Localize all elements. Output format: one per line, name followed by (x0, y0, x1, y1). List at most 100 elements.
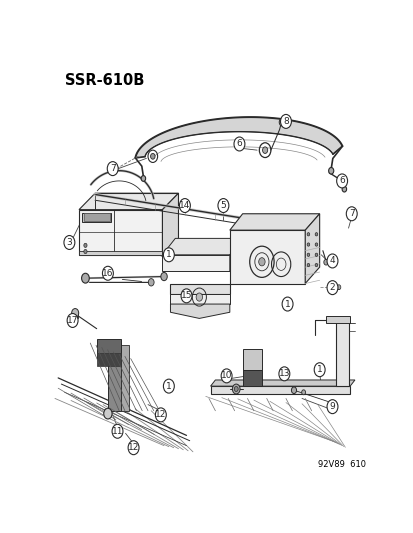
Polygon shape (108, 343, 121, 411)
Circle shape (128, 441, 139, 455)
Circle shape (280, 115, 291, 128)
Text: 7: 7 (109, 164, 115, 173)
Circle shape (262, 147, 267, 154)
Circle shape (336, 285, 340, 290)
Text: 3: 3 (66, 238, 72, 247)
Polygon shape (229, 214, 319, 230)
Circle shape (161, 272, 167, 281)
Text: 16: 16 (102, 269, 114, 278)
Polygon shape (82, 213, 111, 222)
Text: 11: 11 (112, 427, 123, 436)
Polygon shape (79, 251, 162, 255)
Text: 10: 10 (220, 372, 232, 381)
Polygon shape (170, 304, 229, 318)
Circle shape (341, 186, 346, 192)
Circle shape (278, 367, 289, 381)
Polygon shape (74, 312, 78, 318)
Circle shape (306, 263, 309, 266)
Circle shape (314, 243, 317, 246)
Polygon shape (242, 370, 261, 386)
Polygon shape (335, 320, 348, 386)
Circle shape (64, 236, 75, 249)
Text: 7: 7 (348, 209, 354, 218)
Polygon shape (304, 214, 319, 284)
Circle shape (81, 273, 89, 283)
Polygon shape (96, 353, 121, 366)
Text: 8: 8 (282, 117, 288, 126)
Polygon shape (325, 317, 349, 322)
Text: 13: 13 (278, 369, 290, 378)
Polygon shape (162, 238, 242, 255)
Circle shape (150, 154, 155, 159)
Text: 5: 5 (220, 201, 226, 210)
Polygon shape (328, 286, 338, 289)
Circle shape (326, 400, 337, 414)
Text: 1: 1 (166, 251, 171, 259)
Circle shape (67, 313, 78, 327)
Circle shape (180, 289, 192, 303)
Circle shape (306, 232, 309, 236)
Circle shape (112, 424, 123, 438)
Polygon shape (229, 238, 242, 271)
Circle shape (336, 174, 347, 188)
Polygon shape (210, 380, 354, 386)
Circle shape (179, 199, 190, 213)
Text: 2: 2 (329, 283, 335, 292)
Text: 6: 6 (236, 140, 242, 149)
Text: 14: 14 (179, 201, 190, 210)
Circle shape (221, 369, 232, 383)
Circle shape (196, 293, 202, 301)
Polygon shape (96, 339, 121, 359)
Text: 1: 1 (166, 382, 171, 391)
Polygon shape (79, 193, 178, 209)
Circle shape (217, 199, 228, 213)
Circle shape (306, 253, 309, 256)
Text: 92V89  610: 92V89 610 (317, 460, 365, 469)
Polygon shape (83, 213, 109, 221)
Polygon shape (162, 255, 229, 271)
Circle shape (326, 281, 337, 295)
Circle shape (314, 263, 317, 266)
Circle shape (306, 243, 309, 246)
Circle shape (314, 232, 317, 236)
Text: SSR-610B: SSR-610B (64, 73, 144, 88)
Circle shape (313, 363, 324, 377)
Circle shape (232, 384, 240, 394)
Text: 4: 4 (329, 256, 335, 265)
Circle shape (281, 297, 292, 311)
Polygon shape (121, 345, 128, 411)
Circle shape (163, 248, 174, 262)
Text: 12: 12 (128, 443, 139, 452)
Polygon shape (79, 209, 162, 255)
Circle shape (234, 386, 237, 391)
Circle shape (323, 260, 328, 265)
Circle shape (326, 254, 337, 268)
Polygon shape (135, 117, 342, 158)
Circle shape (291, 387, 296, 393)
Polygon shape (229, 230, 304, 284)
Circle shape (102, 266, 113, 280)
Circle shape (345, 207, 356, 221)
Circle shape (328, 167, 333, 174)
Circle shape (314, 253, 317, 256)
Circle shape (278, 118, 284, 126)
Circle shape (141, 175, 145, 181)
Circle shape (258, 257, 264, 266)
Text: 15: 15 (180, 292, 192, 300)
Circle shape (83, 249, 87, 254)
Text: 6: 6 (338, 176, 344, 185)
Circle shape (155, 408, 166, 422)
Text: 9: 9 (329, 402, 335, 411)
Circle shape (301, 390, 305, 395)
Circle shape (83, 243, 87, 247)
Polygon shape (210, 386, 349, 394)
Circle shape (104, 408, 112, 419)
Text: 1: 1 (284, 300, 290, 309)
Circle shape (233, 137, 244, 151)
Text: 17: 17 (66, 316, 78, 325)
Circle shape (148, 279, 154, 286)
Text: 1: 1 (316, 365, 322, 374)
Circle shape (163, 379, 174, 393)
Polygon shape (170, 284, 229, 294)
Polygon shape (242, 349, 261, 370)
